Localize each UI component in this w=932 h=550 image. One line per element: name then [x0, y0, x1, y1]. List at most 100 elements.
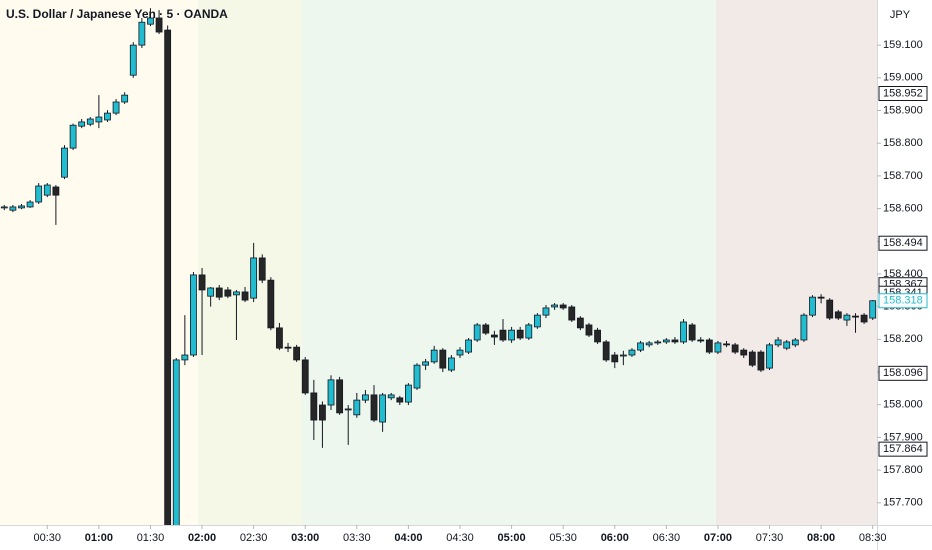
candle-body: [43, 184, 51, 196]
candle-body: [748, 351, 756, 366]
candle-body: [319, 404, 326, 421]
candle-body: [688, 324, 696, 341]
candle-body: [826, 299, 834, 319]
candle-body: [439, 349, 447, 369]
price-marker-label: 157.864: [883, 443, 923, 455]
x-tick-label: 03:30: [343, 532, 371, 544]
candle-body: [585, 324, 593, 336]
candle-body: [559, 304, 567, 309]
x-tick-label: 03:00: [291, 532, 319, 544]
candle-body: [551, 304, 558, 308]
currency-label: JPY: [890, 9, 911, 21]
price-marker-label: 158.952: [883, 87, 923, 99]
candle-body: [129, 44, 137, 76]
y-tick-label: 158.700: [883, 170, 923, 182]
candle-body: [834, 311, 842, 319]
candle-body: [336, 379, 344, 414]
candle-body: [147, 17, 154, 25]
price-marker-label: 158.494: [883, 237, 923, 249]
x-tick-label: 06:30: [653, 532, 681, 544]
session-bg: [716, 0, 877, 525]
candle-body: [276, 327, 283, 349]
candle-body: [422, 361, 430, 366]
candle-body: [800, 314, 808, 341]
candle-body: [447, 357, 455, 371]
candle-body: [215, 287, 223, 298]
candle-body: [473, 324, 481, 341]
candle-body: [757, 351, 765, 371]
candle-body: [353, 399, 361, 416]
axes: 159.100 159.000 158.900 158.800 158.700 158.6…: [34, 39, 928, 544]
price-marker-label: 158.318: [883, 295, 923, 307]
candle-body: [405, 384, 412, 403]
candle-body: [482, 324, 490, 334]
candle-body: [293, 346, 301, 361]
candle-body: [181, 354, 189, 361]
candle-body: [860, 314, 868, 323]
x-tick-label: 00:30: [34, 532, 62, 544]
candle-body: [86, 118, 94, 125]
y-tick-label: 158.800: [883, 137, 923, 149]
candle-body: [576, 317, 584, 329]
y-tick-label: 158.900: [883, 104, 923, 116]
candle-body: [456, 349, 464, 356]
x-tick-label: 05:30: [549, 532, 577, 544]
candle-body: [387, 394, 395, 399]
price-marker: [878, 293, 928, 309]
candle-body: [869, 300, 877, 319]
candle-body: [61, 147, 68, 178]
candle-body: [224, 289, 232, 297]
candle-body: [766, 344, 773, 369]
candle-body: [516, 329, 524, 339]
x-tick-label: 04:30: [446, 532, 474, 544]
candle-body: [207, 287, 215, 297]
candle-body: [645, 342, 653, 346]
candle-body: [852, 315, 859, 318]
x-tick-label: 07:00: [704, 532, 732, 544]
candle-body: [198, 274, 206, 291]
x-tick-label: 04:00: [394, 532, 422, 544]
x-tick-label: 08:00: [807, 532, 835, 544]
y-tick-label: 158.600: [883, 202, 923, 214]
x-tick-label: 07:30: [756, 532, 784, 544]
y-tick-label: 159.000: [883, 72, 923, 84]
candle-body: [671, 339, 679, 343]
candle-body: [602, 341, 610, 361]
candle-body: [26, 201, 34, 208]
candle-body: [164, 29, 172, 525]
candle-body: [104, 112, 111, 121]
candle-body: [809, 296, 816, 316]
candle-body: [379, 394, 387, 423]
candle-body: [327, 379, 335, 406]
candle-body: [0, 206, 8, 209]
y-tick-label: 157.800: [883, 464, 923, 476]
candle-body: [362, 394, 369, 401]
x-tick-label: 08:30: [859, 532, 887, 544]
candle-body: [525, 324, 533, 339]
y-tick-label: 157.700: [883, 497, 923, 509]
candle-body: [9, 206, 17, 211]
x-tick-label: 02:30: [240, 532, 268, 544]
y-tick-label: 158.200: [883, 333, 923, 345]
candle-body: [611, 354, 619, 363]
y-tick-label: 159.100: [883, 39, 923, 51]
candle-body: [121, 94, 129, 103]
candle-body: [52, 186, 60, 196]
candle-body: [310, 392, 318, 421]
candle-body: [817, 296, 825, 299]
candle-body: [568, 306, 576, 321]
candle-body: [508, 329, 515, 341]
x-tick-label: 06:00: [601, 532, 629, 544]
candle-body: [542, 307, 550, 316]
candle-body: [138, 21, 146, 46]
y-tick-label: 157.900: [883, 431, 923, 443]
candle-body: [267, 279, 275, 329]
candle-body: [783, 341, 791, 349]
sessions: [0, 0, 877, 525]
candle-body: [241, 291, 249, 301]
candle-body: [18, 205, 25, 209]
candle-body: [284, 346, 292, 349]
candle-body: [490, 334, 498, 338]
y-tick-label: 158.400: [883, 268, 923, 280]
